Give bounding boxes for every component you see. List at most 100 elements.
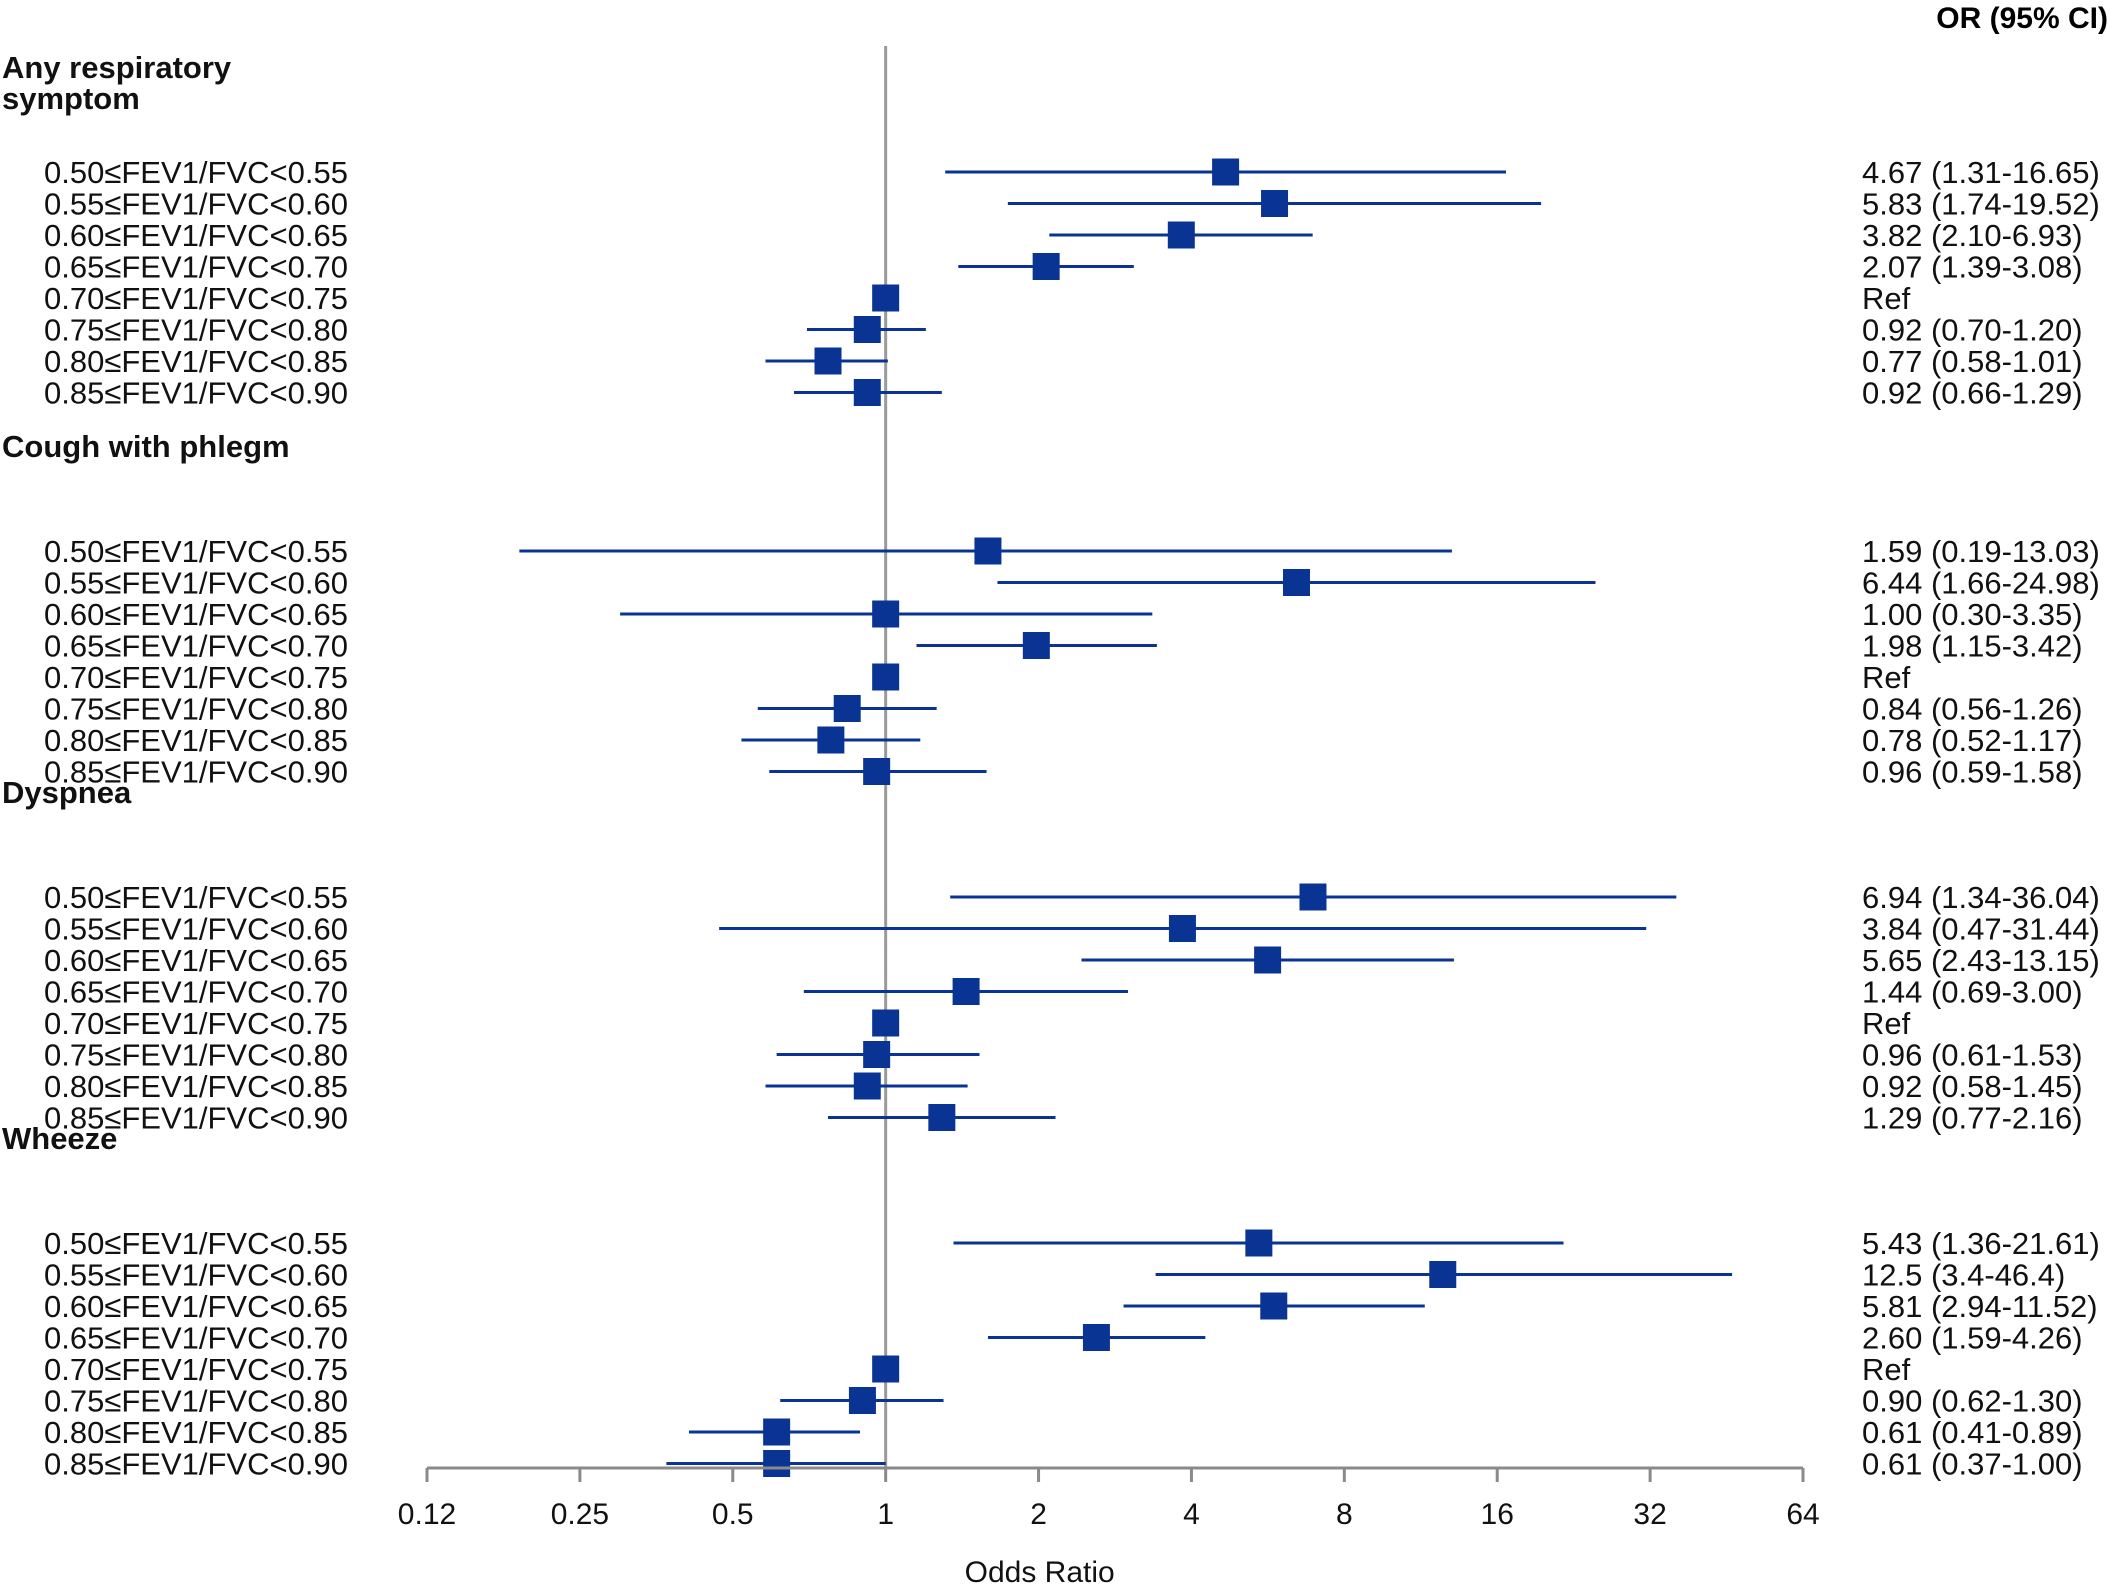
estimate-label: 5.83 (1.74-19.52) [1862,187,2100,222]
estimate-marker [1245,1229,1273,1257]
estimate-label: 5.65 (2.43-13.15) [1862,943,2100,978]
estimate-marker [848,1387,876,1414]
estimate-label: 0.96 (0.59-1.58) [1862,755,2083,790]
forest-row: 0.60≤FEV1/FVC<0.65 1.00 (0.30-3.35) [44,597,2083,632]
forest-row: 0.55≤FEV1/FVC<0.60 6.44 (1.66-24.98) [44,566,2100,601]
row-label: 0.60≤FEV1/FVC<0.65 [44,1289,348,1324]
estimate-marker [1032,253,1060,280]
x-tick-label: 32 [1633,1498,1666,1531]
estimate-marker [872,600,900,628]
estimate-marker [763,1450,791,1477]
forest-row: 0.60≤FEV1/FVC<0.65 3.82 (2.10-6.93) [44,218,2083,253]
estimate-marker [1282,569,1310,596]
row-label: 0.60≤FEV1/FVC<0.65 [44,597,348,632]
row-label: 0.80≤FEV1/FVC<0.85 [44,344,348,379]
estimate-marker [1261,190,1289,217]
x-tick-label: 8 [1336,1498,1353,1531]
estimate-label: 2.07 (1.39-3.08) [1862,250,2083,285]
row-label: 0.85≤FEV1/FVC<0.90 [44,1447,348,1482]
estimate-label: 1.44 (0.69-3.00) [1862,975,2083,1010]
estimate-marker [863,1041,891,1068]
estimate-label: Ref [1862,1352,1911,1387]
row-label: 0.85≤FEV1/FVC<0.90 [44,376,348,411]
estimate-marker [1254,946,1282,974]
estimate-marker [1260,1292,1288,1320]
row-label: 0.55≤FEV1/FVC<0.60 [44,912,348,947]
forest-row: 0.55≤FEV1/FVC<0.60 3.84 (0.47-31.44) [44,912,2100,947]
group-title: symptom [2,81,140,116]
estimate-label: 3.82 (2.10-6.93) [1862,218,2083,253]
row-label: 0.60≤FEV1/FVC<0.65 [44,218,348,253]
row-label: 0.70≤FEV1/FVC<0.75 [44,281,348,316]
estimate-label: 1.29 (0.77-2.16) [1862,1101,2083,1136]
forest-row: 0.75≤FEV1/FVC<0.80 0.92 (0.70-1.20) [44,313,2083,348]
row-label: 0.85≤FEV1/FVC<0.90 [44,755,348,790]
estimate-marker [814,347,842,375]
forest-row: 0.70≤FEV1/FVC<0.75 Ref [44,660,1911,695]
forest-row: 0.80≤FEV1/FVC<0.85 0.78 (0.52-1.17) [44,723,2083,758]
estimate-label: 0.77 (0.58-1.01) [1862,344,2083,379]
forest-row: 0.50≤FEV1/FVC<0.55 1.59 (0.19-13.03) [44,534,2100,569]
estimate-marker [952,978,980,1005]
estimate-marker [872,1355,900,1383]
forest-row: 0.65≤FEV1/FVC<0.70 2.60 (1.59-4.26) [44,1321,2083,1356]
estimate-marker [1082,1324,1110,1351]
estimate-column-header: OR (95% CI) [1936,2,2108,35]
estimate-marker [763,1418,791,1446]
x-tick-label: 0.25 [551,1498,609,1531]
estimate-marker [1167,221,1195,249]
estimate-label: 0.96 (0.61-1.53) [1862,1038,2083,1073]
forest-row: 0.85≤FEV1/FVC<0.90 0.92 (0.66-1.29) [44,376,2083,411]
forest-row: 0.80≤FEV1/FVC<0.85 0.61 (0.41-0.89) [44,1415,2083,1450]
forest-row: 0.55≤FEV1/FVC<0.60 5.83 (1.74-19.52) [44,187,2100,222]
row-label: 0.55≤FEV1/FVC<0.60 [44,1258,348,1293]
x-tick-label: 2 [1030,1498,1047,1531]
estimate-label: Ref [1862,281,1911,316]
group-1: Cough with phlegm 0.50≤FEV1/FVC<0.55 1.59 … [2,429,2100,790]
estimate-label: 5.81 (2.94-11.52) [1862,1289,2098,1324]
forest-row: 0.65≤FEV1/FVC<0.70 1.98 (1.15-3.42) [44,629,2083,664]
row-label: 0.50≤FEV1/FVC<0.55 [44,1226,348,1261]
estimate-marker [1168,915,1196,942]
estimate-marker [872,1009,900,1037]
forest-row: 0.50≤FEV1/FVC<0.55 4.67 (1.31-16.65) [44,155,2100,190]
forest-row: 0.60≤FEV1/FVC<0.65 5.81 (2.94-11.52) [44,1289,2098,1324]
row-label: 0.65≤FEV1/FVC<0.70 [44,250,348,285]
group-title: Cough with phlegm [2,429,290,464]
x-tick-label: 16 [1481,1498,1514,1531]
row-label: 0.70≤FEV1/FVC<0.75 [44,1352,348,1387]
group-2: Dyspnea 0.50≤FEV1/FVC<0.55 6.94 (1.34-36.0… [2,775,2100,1136]
group-title: Wheeze [2,1121,117,1156]
group-title: Dyspnea [2,775,132,810]
forest-row: 0.50≤FEV1/FVC<0.55 6.94 (1.34-36.04) [44,880,2100,915]
estimate-label: 1.98 (1.15-3.42) [1862,629,2083,664]
estimate-label: 0.61 (0.41-0.89) [1862,1415,2083,1450]
estimate-label: 0.92 (0.66-1.29) [1862,376,2083,411]
row-label: 0.80≤FEV1/FVC<0.85 [44,1415,348,1450]
row-label: 0.65≤FEV1/FVC<0.70 [44,1321,348,1356]
row-label: 0.60≤FEV1/FVC<0.65 [44,943,348,978]
estimate-label: 6.94 (1.34-36.04) [1862,880,2100,915]
estimate-marker [928,1104,956,1131]
row-label: 0.70≤FEV1/FVC<0.75 [44,660,348,695]
forest-row: 0.55≤FEV1/FVC<0.60 12.5 (3.4-46.4) [44,1258,2065,1293]
row-label: 0.70≤FEV1/FVC<0.75 [44,1006,348,1041]
row-label: 0.50≤FEV1/FVC<0.55 [44,534,348,569]
estimate-marker [872,284,900,312]
estimate-marker [817,726,845,754]
row-label: 0.75≤FEV1/FVC<0.80 [44,1038,348,1073]
forest-row: 0.85≤FEV1/FVC<0.90 0.61 (0.37-1.00) [44,1447,2083,1482]
estimate-marker [853,379,881,406]
forest-row: 0.75≤FEV1/FVC<0.80 0.90 (0.62-1.30) [44,1384,2083,1419]
row-label: 0.75≤FEV1/FVC<0.80 [44,692,348,727]
forest-row: 0.85≤FEV1/FVC<0.90 1.29 (0.77-2.16) [44,1101,2083,1136]
estimate-label: 0.90 (0.62-1.30) [1862,1384,2083,1419]
estimate-label: 0.92 (0.58-1.45) [1862,1069,2083,1104]
estimate-marker [863,758,891,785]
x-axis-title: Odds Ratio [965,1556,1115,1589]
x-tick-label: 0.5 [712,1498,754,1531]
estimate-label: 3.84 (0.47-31.44) [1862,912,2100,947]
estimate-label: Ref [1862,660,1911,695]
group-title: Any respiratory [2,50,232,85]
